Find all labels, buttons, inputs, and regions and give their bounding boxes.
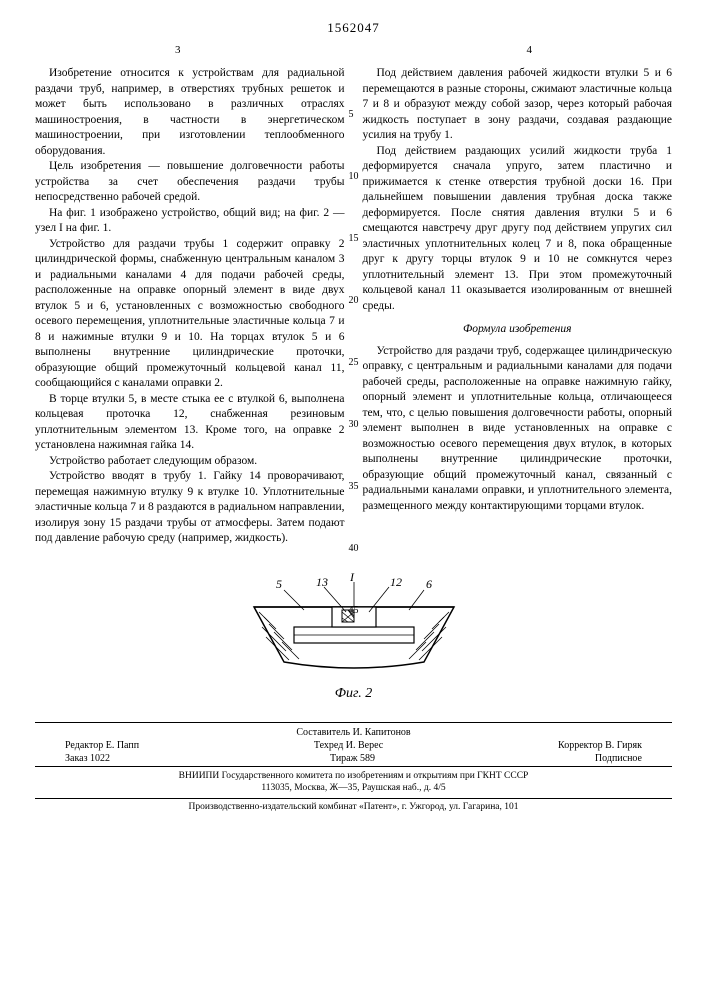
paragraph: Устройство вводят в трубу 1. Гайку 14 пр…: [35, 469, 345, 547]
credits-row-2: Редактор Е. Папп Техред И. Верес Коррект…: [35, 740, 672, 751]
fig-label-6: 6: [426, 577, 432, 591]
line-marker: 40: [349, 542, 359, 556]
order-number: Заказ 1022: [65, 753, 110, 764]
line-marker: 30: [349, 418, 359, 432]
line-marker: 35: [349, 480, 359, 494]
line-marker: 5: [349, 108, 354, 122]
credits-row-1: Составитель И. Капитонов: [35, 727, 672, 738]
editor: Редактор Е. Папп: [65, 740, 139, 751]
figure-drawing: 5 13 I 12 6: [214, 572, 494, 682]
compiler: Составитель И. Капитонов: [296, 727, 410, 738]
line-marker: 25: [349, 356, 359, 370]
publisher-info-2: Производственно-издательский комбинат «П…: [35, 802, 672, 812]
page-num-right: 4: [527, 44, 533, 56]
techred: Техред И. Верес: [314, 740, 383, 751]
line-marker: 20: [349, 294, 359, 308]
fig-label-12: 12: [390, 575, 402, 589]
line-marker: 45: [349, 604, 359, 618]
figure-caption: Фиг. 2: [35, 686, 672, 702]
fig-label-13: 13: [316, 575, 328, 589]
line-marker: 10: [349, 170, 359, 184]
org-line-1: ВНИИПИ Государственного комитета по изоб…: [35, 770, 672, 782]
line-marker: 15: [349, 232, 359, 246]
page-num-left: 3: [175, 44, 181, 56]
paragraph: В торце втулки 5, в месте стыка ее с вту…: [35, 392, 345, 454]
paragraph: На фиг. 1 изображено устройство, общий в…: [35, 206, 345, 237]
tirage: Тираж 589: [330, 753, 375, 764]
footer: Составитель И. Капитонов Редактор Е. Пап…: [35, 722, 672, 812]
paragraph: Устройство для раздачи труб, содержащее …: [363, 344, 673, 515]
publisher-info: ВНИИПИ Государственного комитета по изоб…: [35, 770, 672, 799]
address-line-1: 113035, Москва, Ж—35, Раушская наб., д. …: [35, 782, 672, 794]
patent-page: 1562047 3 4 Изобретение относится к устр…: [0, 0, 707, 827]
paragraph: Под действием давления рабочей жидкости …: [363, 66, 673, 144]
left-column: Изобретение относится к устройствам для …: [35, 66, 345, 547]
right-column: 5 10 15 20 25 30 35 40 45 Под действием …: [363, 66, 673, 547]
paragraph: Под действием раздающих усилий жидкости …: [363, 144, 673, 315]
paragraph: Цель изобретения — повышение долговечнос…: [35, 159, 345, 206]
order-row: Заказ 1022 Тираж 589 Подписное: [35, 753, 672, 767]
page-numbers: 3 4: [35, 44, 672, 56]
formula-title: Формула изобретения: [363, 322, 673, 338]
document-number: 1562047: [35, 20, 672, 36]
fig-label-5: 5: [276, 577, 282, 591]
paragraph: Устройство работает следующим образом.: [35, 454, 345, 470]
figure-2: 5 13 I 12 6 Фиг. 2: [35, 572, 672, 702]
paragraph: Изобретение относится к устройствам для …: [35, 66, 345, 159]
paragraph: Устройство для раздачи трубы 1 содержит …: [35, 237, 345, 392]
text-columns: Изобретение относится к устройствам для …: [35, 66, 672, 547]
subscription: Подписное: [595, 753, 642, 764]
corrector: Корректор В. Гиряк: [558, 740, 642, 751]
